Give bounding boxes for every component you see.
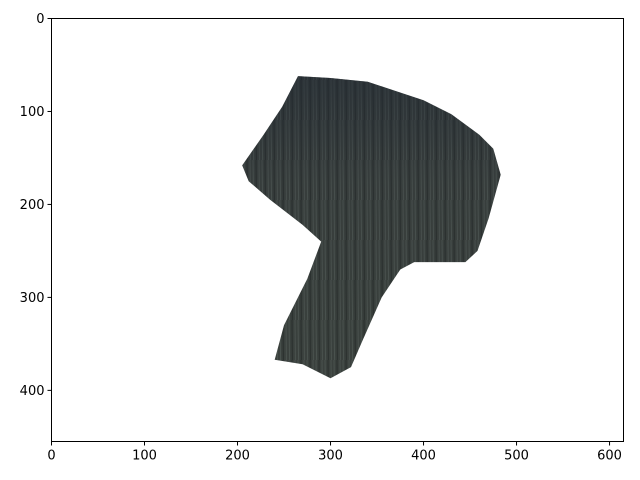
- x-tick-label: 0: [47, 449, 55, 464]
- x-tick-label: 100: [132, 449, 157, 464]
- x-tick-label: 200: [225, 449, 250, 464]
- y-tick-label: 200: [20, 198, 45, 213]
- y-tick-label: 400: [20, 384, 45, 399]
- x-tick-label: 300: [318, 449, 343, 464]
- x-tick-label: 400: [411, 449, 436, 464]
- x-tick-label: 600: [597, 449, 622, 464]
- y-tick-label: 100: [20, 105, 45, 120]
- x-tick-label: 500: [504, 449, 529, 464]
- y-tick-label: 300: [20, 291, 45, 306]
- y-tick-label: 0: [36, 12, 44, 27]
